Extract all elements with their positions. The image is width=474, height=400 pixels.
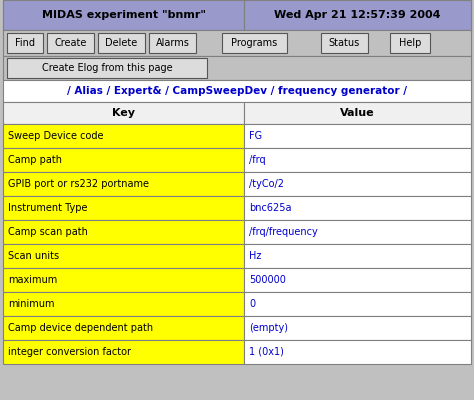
Text: Instrument Type: Instrument Type xyxy=(8,203,88,213)
Bar xyxy=(3,0,244,30)
Text: / Alias / Expert& / CampSweepDev / frequency generator /: / Alias / Expert& / CampSweepDev / frequ… xyxy=(67,86,407,96)
Bar xyxy=(321,33,368,53)
Bar xyxy=(3,220,244,244)
Bar xyxy=(3,102,244,124)
Bar xyxy=(3,56,471,80)
Text: Camp path: Camp path xyxy=(8,155,62,165)
Bar xyxy=(244,244,471,268)
Bar xyxy=(244,340,471,364)
Bar xyxy=(3,0,471,30)
Text: Sweep Device code: Sweep Device code xyxy=(8,131,103,141)
Text: integer conversion factor: integer conversion factor xyxy=(8,347,131,357)
Bar xyxy=(3,340,244,364)
Text: Hz: Hz xyxy=(249,251,261,261)
Text: (empty): (empty) xyxy=(249,323,288,333)
Text: Status: Status xyxy=(329,38,360,48)
Text: Create: Create xyxy=(55,38,87,48)
Bar xyxy=(98,33,145,53)
Text: minimum: minimum xyxy=(8,299,55,309)
Bar xyxy=(244,148,471,172)
Text: FG: FG xyxy=(249,131,262,141)
Bar xyxy=(390,33,430,53)
Bar xyxy=(3,316,244,340)
Text: Camp scan path: Camp scan path xyxy=(8,227,88,237)
Bar xyxy=(244,220,471,244)
Bar xyxy=(3,292,244,316)
Text: Alarms: Alarms xyxy=(155,38,190,48)
Text: Delete: Delete xyxy=(105,38,137,48)
Bar xyxy=(244,292,471,316)
Bar xyxy=(244,124,471,148)
Text: Scan units: Scan units xyxy=(8,251,59,261)
Text: Key: Key xyxy=(112,108,135,118)
Text: 0: 0 xyxy=(249,299,255,309)
Bar xyxy=(47,33,94,53)
Bar xyxy=(222,33,287,53)
Bar xyxy=(7,33,43,53)
Bar xyxy=(3,172,244,196)
Text: Help: Help xyxy=(399,38,421,48)
Bar xyxy=(244,0,471,30)
Bar xyxy=(3,268,244,292)
Text: 1 (0x1): 1 (0x1) xyxy=(249,347,284,357)
Bar xyxy=(3,124,244,148)
Text: GPIB port or rs232 portname: GPIB port or rs232 portname xyxy=(8,179,149,189)
Bar xyxy=(244,316,471,340)
Text: Wed Apr 21 12:57:39 2004: Wed Apr 21 12:57:39 2004 xyxy=(274,10,441,20)
Text: Programs: Programs xyxy=(231,38,278,48)
Text: 500000: 500000 xyxy=(249,275,286,285)
Bar xyxy=(3,148,244,172)
Bar xyxy=(3,244,244,268)
Text: /frq/frequency: /frq/frequency xyxy=(249,227,318,237)
Bar xyxy=(244,268,471,292)
Text: Camp device dependent path: Camp device dependent path xyxy=(8,323,153,333)
Text: Find: Find xyxy=(15,38,35,48)
Bar xyxy=(244,196,471,220)
Bar xyxy=(244,102,471,124)
Bar xyxy=(3,30,471,56)
Text: /tyCo/2: /tyCo/2 xyxy=(249,179,284,189)
Bar xyxy=(244,172,471,196)
Text: bnc625a: bnc625a xyxy=(249,203,292,213)
Text: /frq: /frq xyxy=(249,155,265,165)
Text: Value: Value xyxy=(340,108,375,118)
Bar xyxy=(149,33,196,53)
Bar xyxy=(3,80,471,102)
Bar xyxy=(7,58,207,78)
Text: maximum: maximum xyxy=(8,275,57,285)
Text: MIDAS experiment "bnmr": MIDAS experiment "bnmr" xyxy=(42,10,206,20)
Bar xyxy=(3,196,244,220)
Text: Create Elog from this page: Create Elog from this page xyxy=(42,63,173,73)
